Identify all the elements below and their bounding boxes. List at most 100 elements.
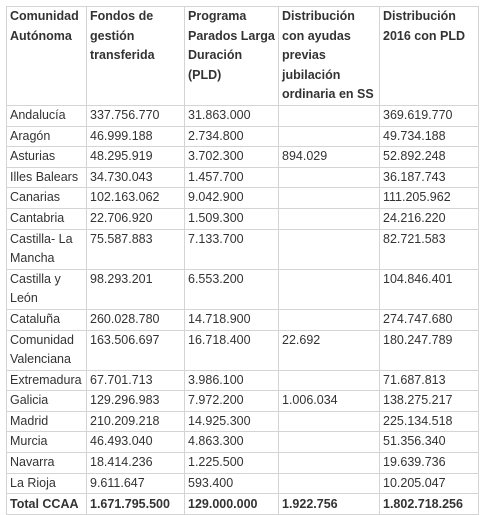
amount-cell: 67.701.713: [86, 369, 185, 392]
table-row: Madrid 210.209.218 14.925.300 225.134.518: [6, 410, 479, 433]
amount-cell: [278, 207, 380, 230]
region-cell: Canarias: [6, 187, 87, 209]
table-row: Castilla y León 98.293.201 6.553.200 104.84…: [6, 268, 479, 310]
amount-cell: 14.925.300: [184, 410, 279, 433]
amount-cell: 225.134.518: [379, 410, 479, 433]
region-cell: Illes Balears: [6, 166, 87, 189]
amount-cell: 49.734.188: [379, 125, 479, 148]
amount-cell: 9.611.647: [86, 472, 185, 495]
amount-cell: 104.846.401: [379, 268, 479, 310]
amount-cell: 48.295.919: [86, 146, 185, 168]
table-body: Andalucía 337.756.770 31.863.000 369.619.77…: [6, 104, 479, 515]
region-cell: Castilla y León: [6, 268, 87, 310]
total-row: Total CCAA 1.671.795.500 129.000.000 1.922.…: [6, 493, 479, 515]
region-cell: Aragón: [6, 125, 87, 148]
table-row: Canarias 102.163.062 9.042.900 111.205.962: [6, 187, 479, 209]
amount-cell: 46.493.040: [86, 431, 185, 454]
amount-cell: 16.718.400: [184, 329, 279, 371]
amount-cell: 75.587.883: [86, 228, 185, 270]
amount-cell: 22.692: [278, 329, 380, 371]
amount-cell: 102.163.062: [86, 187, 185, 209]
amount-cell: 31.863.000: [184, 104, 279, 127]
page: Comunidad Autónoma Fondos de gestión tran…: [6, 6, 479, 515]
region-cell: Asturias: [6, 146, 87, 168]
header-cell: Distribución 2016 con PLD: [379, 6, 479, 106]
amount-cell: [278, 452, 380, 474]
total-cell: Total CCAA: [6, 493, 87, 515]
amount-cell: 260.028.780: [86, 308, 185, 331]
amount-cell: 9.042.900: [184, 187, 279, 209]
amount-cell: 71.687.813: [379, 369, 479, 392]
amount-cell: 3.702.300: [184, 146, 279, 168]
amount-cell: 894.029: [278, 146, 380, 168]
header-cell: Distribución con ayudas previas jubilaci…: [278, 6, 380, 106]
table-row: Cantabria 22.706.920 1.509.300 24.216.220: [6, 207, 479, 230]
region-cell: Cantabria: [6, 207, 87, 230]
region-cell: Castilla- La Mancha: [6, 228, 87, 270]
amount-cell: [278, 166, 380, 189]
header-cell: Fondos de gestión transferida: [86, 6, 185, 106]
region-cell: Andalucía: [6, 104, 87, 127]
total-cell: 129.000.000: [184, 493, 279, 515]
table-row: Galicia 129.296.983 7.972.200 1.006.034 138.…: [6, 390, 479, 412]
amount-cell: [278, 472, 380, 495]
amount-cell: 1.509.300: [184, 207, 279, 230]
table-row: Asturias 48.295.919 3.702.300 894.029 52.892…: [6, 146, 479, 168]
amount-cell: 210.209.218: [86, 410, 185, 433]
amount-cell: 82.721.583: [379, 228, 479, 270]
table-row: Andalucía 337.756.770 31.863.000 369.619.77…: [6, 104, 479, 127]
amount-cell: 36.187.743: [379, 166, 479, 189]
amount-cell: 369.619.770: [379, 104, 479, 127]
region-cell: Galicia: [6, 390, 87, 412]
amount-cell: 180.247.789: [379, 329, 479, 371]
region-cell: Extremadura: [6, 369, 87, 392]
amount-cell: [278, 187, 380, 209]
amount-cell: 274.747.680: [379, 308, 479, 331]
table-row: Murcia 46.493.040 4.863.300 51.356.340: [6, 431, 479, 454]
amount-cell: 1.457.700: [184, 166, 279, 189]
amount-cell: 51.356.340: [379, 431, 479, 454]
header-cell: Comunidad Autónoma: [6, 6, 87, 106]
amount-cell: 1.225.500: [184, 452, 279, 474]
amount-cell: 4.863.300: [184, 431, 279, 454]
amount-cell: [278, 369, 380, 392]
table-row: Castilla- La Mancha 75.587.883 7.133.700 82…: [6, 228, 479, 270]
amount-cell: 98.293.201: [86, 268, 185, 310]
total-cell: 1.802.718.256: [379, 493, 479, 515]
header-cell: Programa Parados Larga Duración (PLD): [184, 6, 279, 106]
amount-cell: 337.756.770: [86, 104, 185, 127]
region-cell: Madrid: [6, 410, 87, 433]
amount-cell: 52.892.248: [379, 146, 479, 168]
amount-cell: 7.133.700: [184, 228, 279, 270]
amount-cell: 14.718.900: [184, 308, 279, 331]
region-cell: Cataluña: [6, 308, 87, 331]
amount-cell: 34.730.043: [86, 166, 185, 189]
amount-cell: 138.275.217: [379, 390, 479, 412]
amount-cell: 19.639.736: [379, 452, 479, 474]
data-table: Comunidad Autónoma Fondos de gestión tran…: [6, 6, 479, 515]
amount-cell: [278, 431, 380, 454]
total-cell: 1.922.756: [278, 493, 380, 515]
table-row: Illes Balears 34.730.043 1.457.700 36.187.7…: [6, 166, 479, 189]
region-cell: Murcia: [6, 431, 87, 454]
amount-cell: [278, 104, 380, 127]
amount-cell: [278, 410, 380, 433]
amount-cell: [278, 268, 380, 310]
amount-cell: 6.553.200: [184, 268, 279, 310]
region-cell: Navarra: [6, 452, 87, 474]
table-row: Extremadura 67.701.713 3.986.100 71.687.813: [6, 369, 479, 392]
header-row: Comunidad Autónoma Fondos de gestión tran…: [6, 6, 479, 106]
amount-cell: 593.400: [184, 472, 279, 495]
table-row: Navarra 18.414.236 1.225.500 19.639.736: [6, 452, 479, 474]
amount-cell: 7.972.200: [184, 390, 279, 412]
amount-cell: 129.296.983: [86, 390, 185, 412]
table-row: Cataluña 260.028.780 14.718.900 274.747.680: [6, 308, 479, 331]
table-row: La Rioja 9.611.647 593.400 10.205.047: [6, 472, 479, 495]
amount-cell: 3.986.100: [184, 369, 279, 392]
amount-cell: 24.216.220: [379, 207, 479, 230]
amount-cell: 111.205.962: [379, 187, 479, 209]
amount-cell: 10.205.047: [379, 472, 479, 495]
region-cell: Comunidad Valenciana: [6, 329, 87, 371]
amount-cell: 18.414.236: [86, 452, 185, 474]
amount-cell: 1.006.034: [278, 390, 380, 412]
